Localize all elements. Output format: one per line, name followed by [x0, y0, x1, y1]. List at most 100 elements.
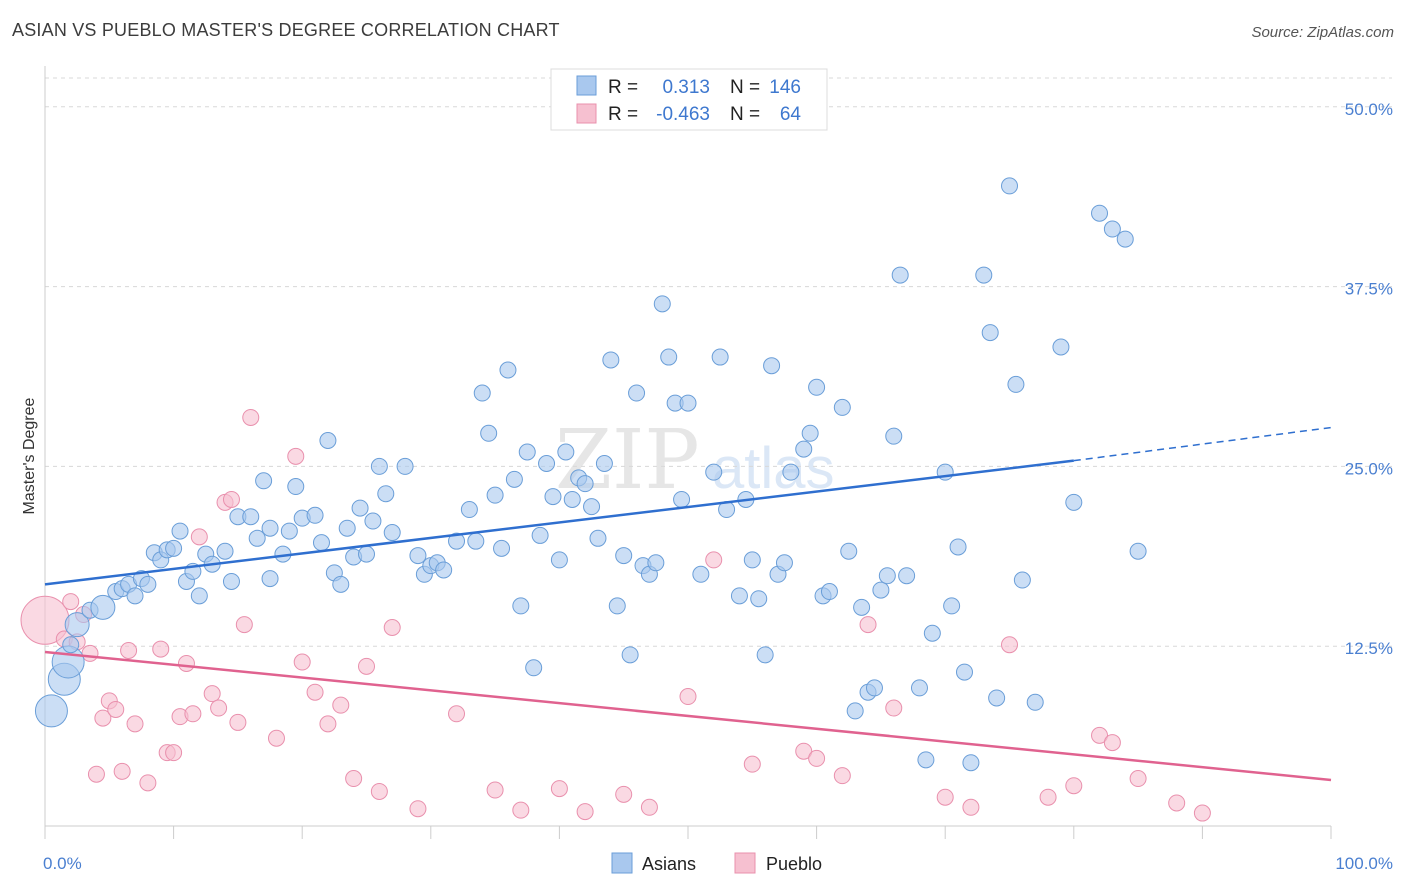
asian-point	[467, 532, 485, 550]
asian-point	[435, 561, 453, 579]
pueblo-point	[1039, 788, 1057, 806]
pueblo-point	[242, 408, 260, 426]
asian-point	[90, 594, 116, 620]
asian-point	[943, 597, 961, 615]
asian-point	[647, 554, 665, 572]
pueblo-point	[62, 593, 80, 611]
asian-point	[448, 532, 466, 550]
pueblo-point	[576, 803, 594, 821]
asian-point	[1026, 693, 1044, 711]
watermark-zip: ZIP	[555, 413, 700, 508]
asian-point	[756, 646, 774, 664]
asian-point	[338, 519, 356, 537]
y-tick-label: 12.5%	[1345, 639, 1393, 658]
asian-point	[615, 547, 633, 565]
asian-point	[287, 478, 305, 496]
asian-point	[480, 424, 498, 442]
asian-point	[34, 694, 68, 728]
asian-point	[595, 455, 613, 473]
asian-point	[679, 394, 697, 412]
asian-point	[409, 547, 427, 565]
asian-point	[898, 567, 916, 585]
asian-point	[563, 490, 581, 508]
pueblo-point	[190, 528, 208, 546]
pueblo-point	[165, 744, 183, 762]
asian-point	[711, 348, 729, 366]
asian-point	[885, 427, 903, 445]
asian-point	[370, 457, 388, 475]
asian-point	[377, 485, 395, 503]
pueblo-point	[833, 767, 851, 785]
legend-n-label-pueblo: N =	[730, 104, 760, 125]
asian-point	[557, 443, 575, 461]
asian-point	[312, 534, 330, 552]
y-axis-label: Master's Degree	[21, 397, 38, 514]
asian-point	[801, 424, 819, 442]
pueblo-point	[962, 798, 980, 816]
asian-point	[1103, 220, 1121, 238]
pueblo-point	[345, 770, 363, 788]
pueblo-point	[615, 785, 633, 803]
asian-point	[763, 357, 781, 375]
pueblo-point	[120, 642, 138, 660]
asian-point	[1013, 571, 1031, 589]
legend-swatch-asians	[576, 75, 597, 96]
asian-point	[988, 689, 1006, 707]
legend-n-value-pueblo: 64	[780, 104, 802, 125]
asian-point	[917, 751, 935, 769]
pueblo-point	[222, 490, 240, 508]
asian-point	[1065, 493, 1083, 511]
pueblo-point	[448, 705, 466, 723]
asian-point	[750, 590, 768, 608]
pueblo-point	[705, 551, 723, 569]
pueblo-point	[679, 688, 697, 706]
pueblo-point	[332, 696, 350, 714]
pueblo-point	[87, 765, 105, 783]
asian-point	[550, 551, 568, 569]
pueblo-point	[267, 729, 285, 747]
pueblo-point	[486, 781, 504, 799]
pueblo-point	[743, 755, 761, 773]
y-tick-label: 50.0%	[1345, 100, 1393, 119]
pueblo-point	[184, 705, 202, 723]
asian-point	[332, 575, 350, 593]
legend-n-value-asians: 146	[769, 77, 801, 98]
asian-point	[576, 475, 594, 493]
asian-point	[460, 501, 478, 519]
asian-point	[621, 646, 639, 664]
asian-point	[364, 512, 382, 530]
asian-point	[248, 529, 266, 547]
pueblo-point	[1193, 804, 1211, 822]
asian-point	[975, 266, 993, 284]
pueblo-point	[1129, 770, 1147, 788]
asian-point	[1116, 230, 1134, 248]
legend-n-label-asians: N =	[730, 77, 760, 98]
asian-trend-extension	[1073, 426, 1332, 462]
asian-point	[673, 490, 691, 508]
y-tick-label: 37.5%	[1345, 280, 1393, 299]
pueblo-point	[512, 801, 530, 819]
asian-point	[840, 542, 858, 560]
asian-point	[64, 612, 90, 638]
asian-point	[358, 545, 375, 563]
pueblo-point	[113, 762, 131, 780]
bottom-legend: Asians Pueblo	[611, 852, 822, 874]
y-tick-label: 25.0%	[1345, 459, 1393, 478]
legend-r-label-asians: R =	[608, 77, 638, 98]
bottom-legend-label-pueblo: Pueblo	[766, 854, 822, 874]
pueblo-point	[1091, 726, 1109, 744]
watermark: ZIP atlas	[555, 413, 835, 508]
asian-point	[923, 624, 941, 642]
pueblo-point	[1103, 734, 1121, 752]
asian-point	[126, 587, 144, 605]
pueblo-point	[1168, 794, 1186, 812]
pueblo-point	[550, 780, 568, 798]
asian-point	[962, 754, 980, 772]
asian-point	[351, 499, 369, 517]
asian-point	[608, 597, 626, 615]
y-tick-labels: 12.5% 25.0% 37.5% 50.0%	[1345, 100, 1393, 658]
asian-point	[493, 539, 511, 557]
x-tick-labels: 0.0% 100.0%	[43, 854, 1393, 873]
asian-point	[1001, 177, 1018, 195]
asian-point	[705, 463, 723, 481]
